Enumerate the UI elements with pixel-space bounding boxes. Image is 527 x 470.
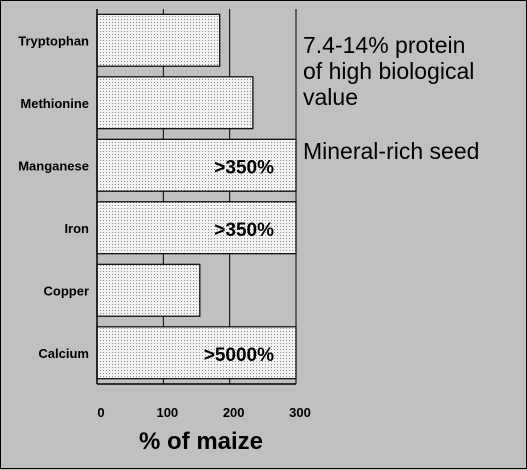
annotation-0-line-0: 7.4-14% protein (303, 32, 465, 58)
annotation-1-line-0: Mineral-rich seed (303, 138, 479, 164)
category-labels: Tryptophan Methionine Manganese Iron Copper C… (18, 33, 89, 361)
annotation-0-line-1: of high biological (303, 58, 474, 84)
data-label-manganese: >350% (214, 157, 274, 178)
data-labels: >350% >350% >5000% (204, 157, 274, 366)
category-label-copper: Copper (44, 283, 90, 298)
bar-calcium (96, 326, 297, 380)
bar-manganese (96, 138, 297, 192)
bar-tryptophan (96, 13, 221, 67)
x-tick-label-3: 300 (289, 405, 311, 420)
data-label-calcium: >5000% (204, 345, 274, 366)
bar-copper (96, 263, 201, 317)
category-label-methionine: Methionine (20, 96, 89, 111)
category-label-manganese: Manganese (18, 158, 89, 173)
tick-labels: 0 100 200 300 (97, 405, 310, 420)
category-label-tryptophan: Tryptophan (18, 33, 89, 48)
data-label-iron: >350% (214, 220, 274, 241)
axes (96, 9, 296, 385)
x-tick-label-0: 0 (97, 405, 104, 420)
gridlines (162, 9, 297, 384)
category-label-calcium: Calcium (38, 346, 89, 361)
annotation-0-line-2: value (303, 84, 358, 110)
x-axis-label: % of maize (139, 428, 263, 455)
x-tick-label-1: 100 (156, 405, 178, 420)
bar-methionine (96, 76, 254, 130)
x-tick-label-2: 200 (223, 405, 245, 420)
category-label-iron: Iron (64, 221, 89, 236)
bar-iron (96, 201, 297, 255)
bars (96, 13, 297, 380)
